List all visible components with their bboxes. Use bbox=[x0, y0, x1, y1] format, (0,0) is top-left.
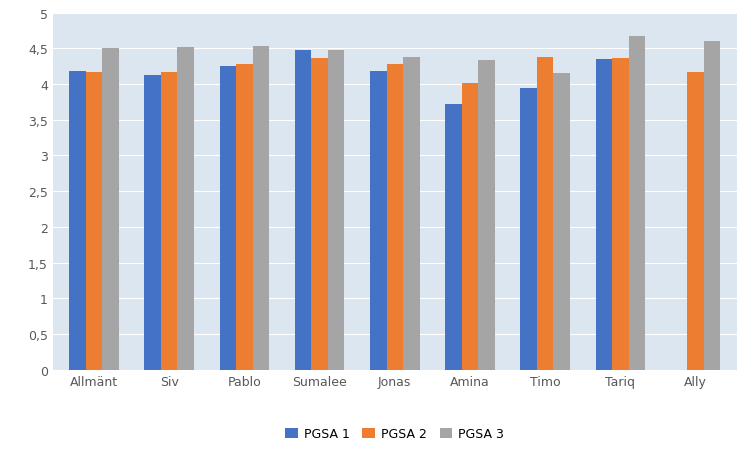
Bar bbox=[629, 37, 645, 370]
Bar bbox=[370, 72, 387, 370]
Bar bbox=[553, 74, 570, 370]
Bar bbox=[612, 59, 629, 370]
Bar bbox=[311, 59, 328, 370]
Bar bbox=[387, 65, 403, 370]
Bar bbox=[520, 88, 537, 370]
Bar bbox=[462, 84, 478, 370]
Bar bbox=[69, 72, 86, 370]
Bar bbox=[687, 73, 704, 370]
Bar bbox=[537, 58, 553, 370]
Legend: PGSA 1, PGSA 2, PGSA 3: PGSA 1, PGSA 2, PGSA 3 bbox=[280, 423, 509, 445]
Bar bbox=[478, 61, 495, 370]
Bar bbox=[102, 49, 119, 370]
Bar bbox=[161, 73, 177, 370]
Bar bbox=[253, 47, 269, 370]
Bar bbox=[220, 67, 236, 370]
Bar bbox=[177, 48, 194, 370]
Bar bbox=[86, 73, 102, 370]
Bar bbox=[328, 51, 344, 370]
Bar bbox=[144, 76, 161, 370]
Bar bbox=[596, 60, 612, 370]
Bar bbox=[445, 105, 462, 370]
Bar bbox=[403, 58, 420, 370]
Bar bbox=[236, 65, 253, 370]
Bar bbox=[704, 42, 720, 370]
Bar bbox=[295, 51, 311, 370]
